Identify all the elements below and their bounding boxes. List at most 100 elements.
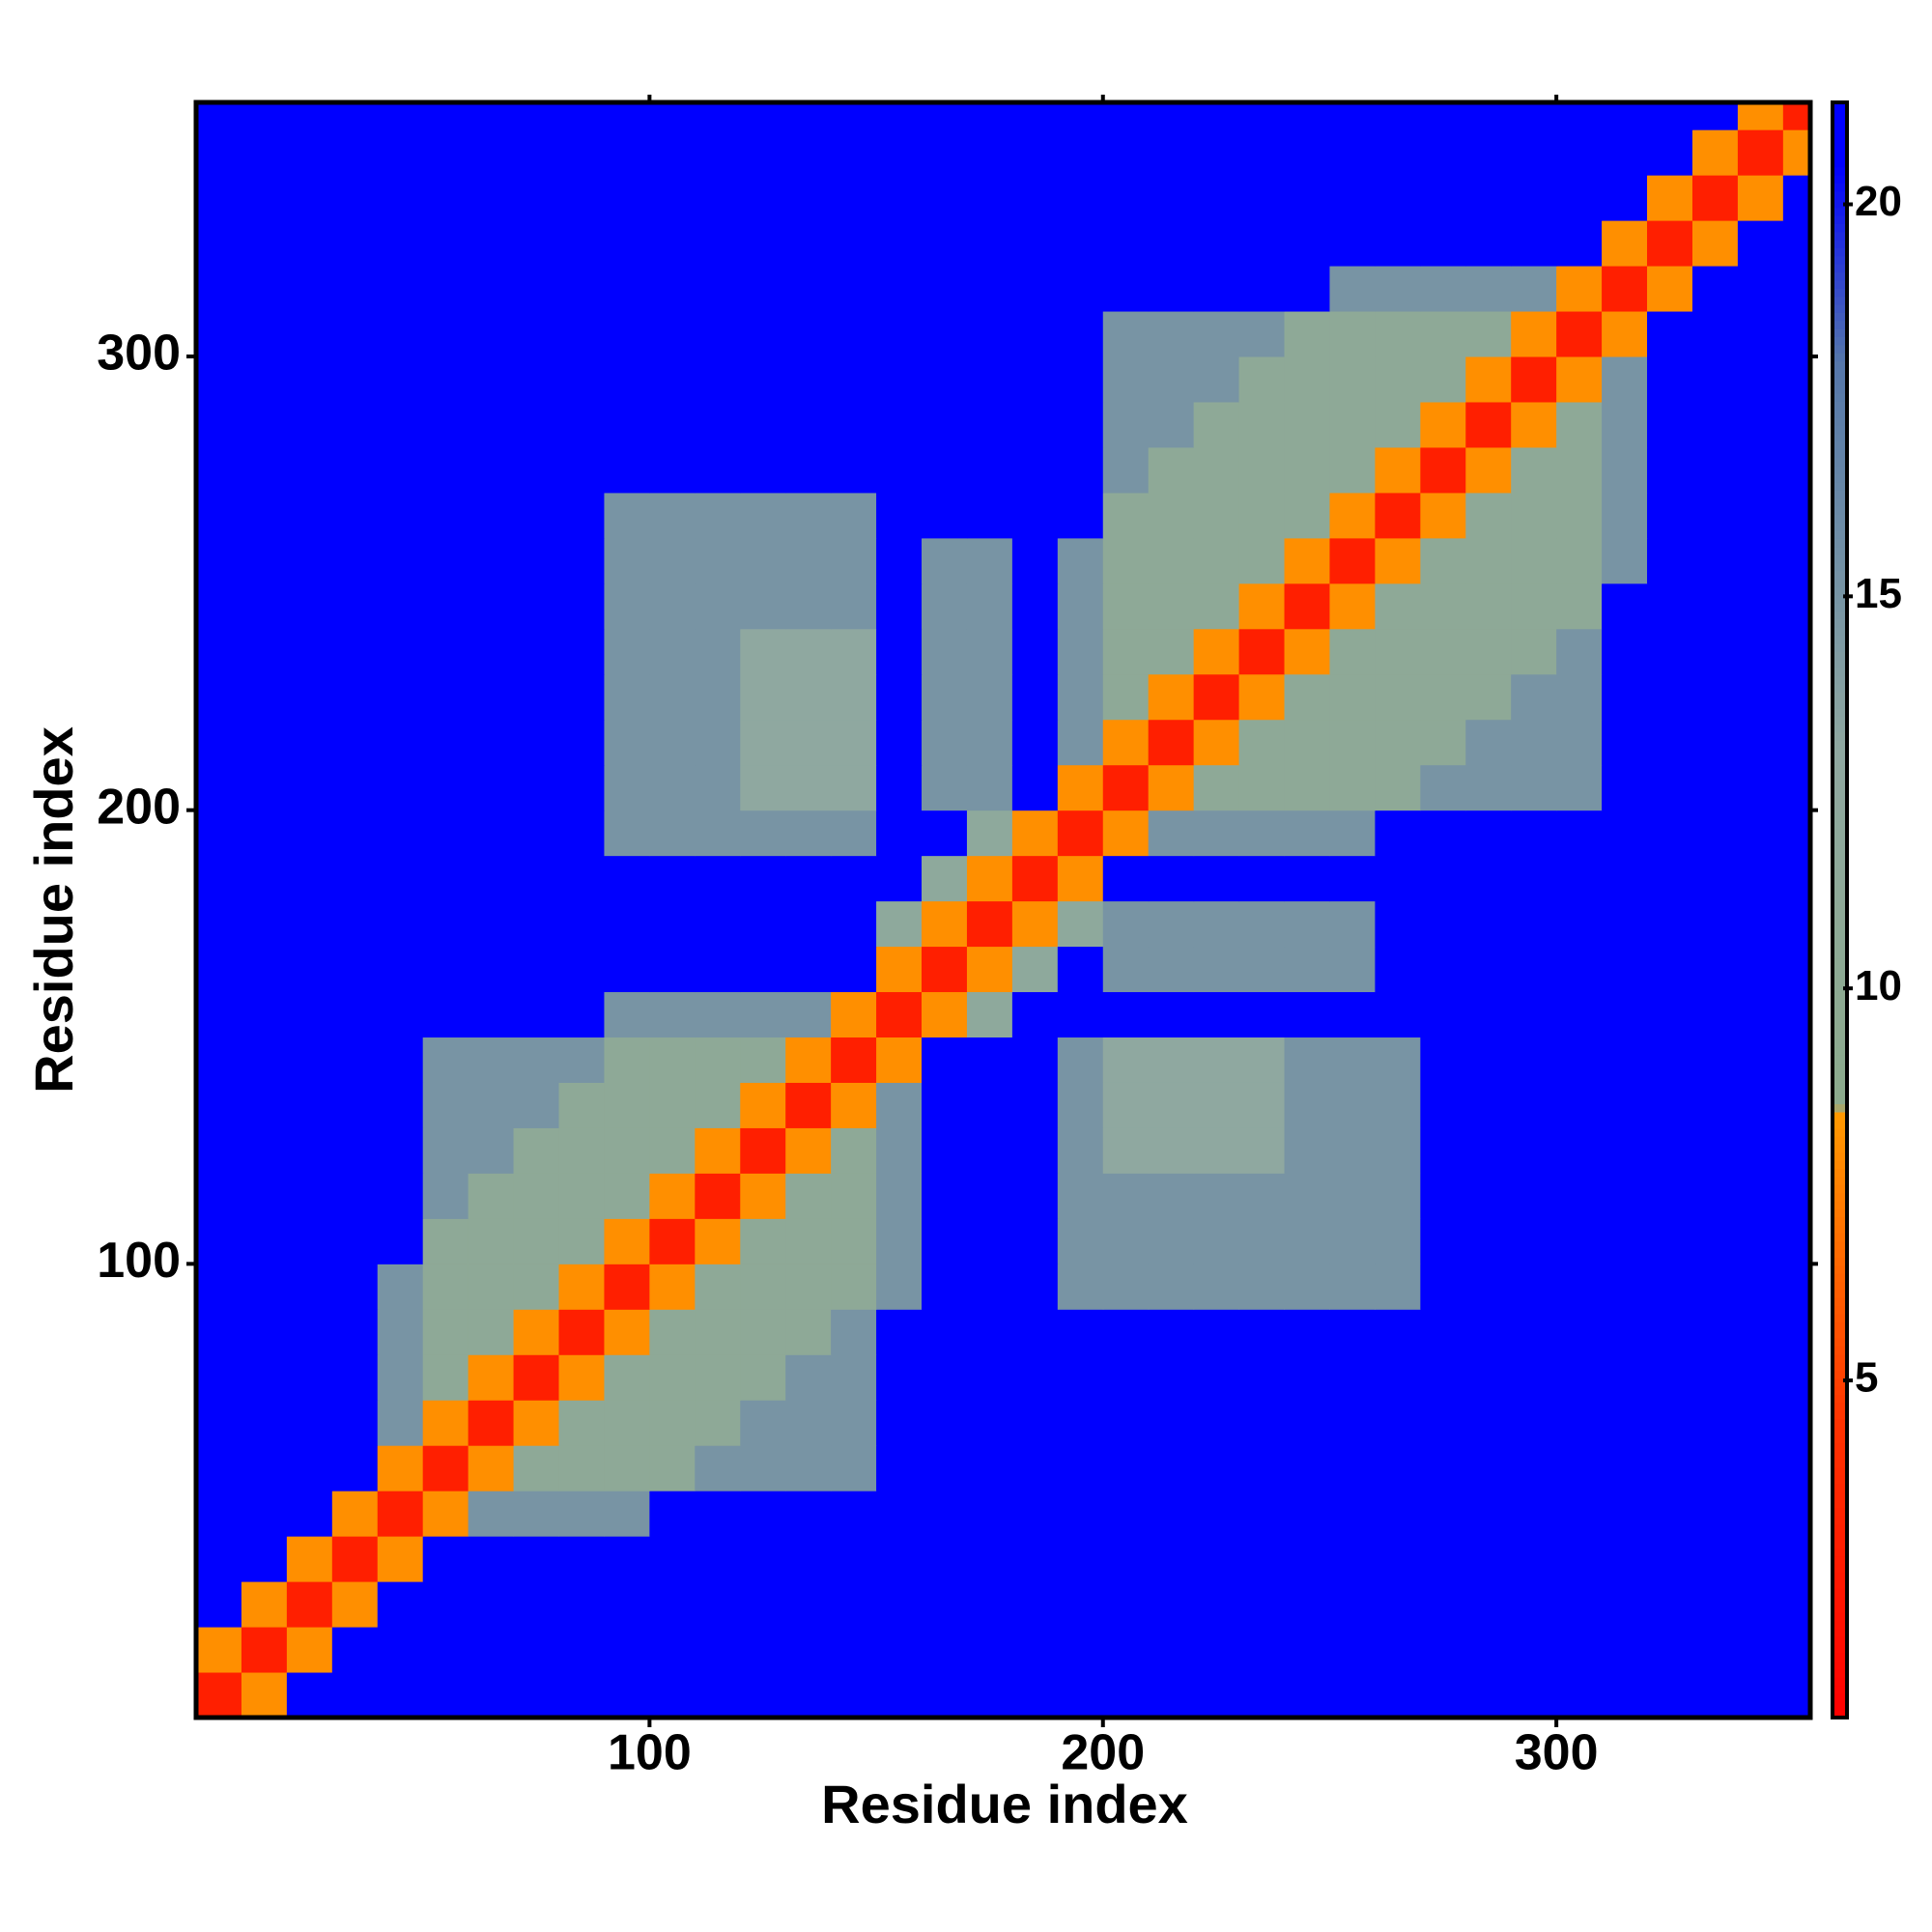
heatmap-cell xyxy=(1602,582,1648,630)
heatmap-cell xyxy=(831,175,877,221)
heatmap-cell xyxy=(785,102,832,130)
heatmap-cell xyxy=(196,582,242,630)
heatmap-cell xyxy=(1057,1581,1104,1628)
heatmap-cell xyxy=(1691,401,1739,448)
heatmap-cell xyxy=(695,1491,741,1537)
heatmap-cell xyxy=(1238,401,1286,448)
heatmap-cell xyxy=(1375,1445,1421,1492)
heatmap-cell xyxy=(1647,311,1693,357)
colorbar-segment xyxy=(1833,1257,1847,1266)
heatmap-cell xyxy=(1329,311,1376,357)
heatmap-cell xyxy=(831,537,877,584)
heatmap-cell xyxy=(831,220,877,267)
colorbar-segment xyxy=(1833,1370,1847,1379)
heatmap-cell xyxy=(1465,537,1512,584)
heatmap-cell xyxy=(1602,175,1648,221)
heatmap-cell xyxy=(649,102,696,130)
heatmap-cell xyxy=(558,628,605,675)
heatmap-cell xyxy=(1238,1082,1286,1128)
heatmap-cell xyxy=(1148,1672,1195,1719)
colorbar-segment xyxy=(1833,1353,1847,1363)
heatmap-cell xyxy=(1329,582,1376,630)
heatmap-cell xyxy=(1102,855,1150,902)
heatmap-cell xyxy=(740,129,786,176)
heatmap-cell xyxy=(1329,810,1376,857)
y-axis-title: Residue index xyxy=(23,726,84,1094)
heatmap-cell xyxy=(1691,220,1739,267)
heatmap-cell xyxy=(1011,1264,1059,1310)
heatmap-cell xyxy=(286,311,333,357)
heatmap-cell xyxy=(740,175,786,221)
colorbar-tick-label: 15 xyxy=(1855,570,1902,617)
heatmap-cell xyxy=(196,1581,242,1628)
heatmap-cell xyxy=(286,1536,333,1582)
heatmap-cell xyxy=(1284,220,1330,267)
heatmap-cell xyxy=(1193,810,1240,857)
heatmap-cell xyxy=(1691,810,1739,857)
heatmap-cell xyxy=(422,1037,469,1083)
heatmap-cell xyxy=(1057,1309,1104,1355)
heatmap-cell xyxy=(966,1536,1013,1582)
heatmap-cell xyxy=(1465,492,1512,539)
heatmap-cell xyxy=(966,1218,1013,1264)
heatmap-cell xyxy=(1737,1354,1784,1401)
heatmap-cell xyxy=(1011,628,1059,675)
heatmap-cell xyxy=(740,356,786,403)
heatmap-cell xyxy=(331,492,379,539)
heatmap-cell xyxy=(1737,719,1784,766)
heatmap-cell xyxy=(468,991,515,1038)
heatmap-cell xyxy=(1511,102,1557,130)
heatmap-cell xyxy=(1102,900,1150,948)
heatmap-cell xyxy=(286,1037,333,1083)
heatmap-cell xyxy=(1782,1264,1811,1310)
heatmap-cell xyxy=(1556,537,1603,584)
heatmap-cell xyxy=(1011,810,1059,857)
colorbar-segment xyxy=(1833,1491,1847,1500)
heatmap-cell xyxy=(604,628,650,675)
colorbar-segment xyxy=(1833,748,1847,757)
heatmap-cell xyxy=(513,900,560,948)
heatmap-cell xyxy=(1284,266,1330,312)
colorbar-segment xyxy=(1833,1548,1847,1557)
heatmap-cell xyxy=(468,1445,515,1492)
heatmap-cell xyxy=(558,1581,605,1628)
heatmap-cell xyxy=(831,1082,877,1128)
heatmap-cell xyxy=(1420,1536,1466,1582)
heatmap-cell xyxy=(377,673,424,721)
heatmap-cell xyxy=(1102,628,1150,675)
colorbar-segment xyxy=(1833,353,1847,362)
heatmap-cell xyxy=(1691,991,1739,1038)
heatmap-cell xyxy=(876,356,923,403)
heatmap-cell xyxy=(1329,1173,1376,1219)
heatmap-cell xyxy=(241,1581,288,1628)
heatmap-cell xyxy=(695,1264,741,1310)
heatmap-cell xyxy=(286,855,333,902)
heatmap-cell xyxy=(1193,1536,1240,1582)
heatmap-cell xyxy=(468,855,515,902)
heatmap-cell xyxy=(1329,492,1376,539)
heatmap-cell xyxy=(1782,1491,1811,1537)
heatmap-cell xyxy=(1193,1672,1240,1719)
heatmap-cell xyxy=(1284,102,1330,130)
heatmap-cell xyxy=(785,719,832,766)
heatmap-cell xyxy=(604,764,650,811)
heatmap-cell xyxy=(604,1400,650,1446)
heatmap-cell xyxy=(286,1491,333,1537)
heatmap-cell xyxy=(1556,719,1603,766)
heatmap-cell xyxy=(1284,991,1330,1038)
heatmap-cell xyxy=(1375,1400,1421,1446)
colorbar-segment xyxy=(1833,619,1847,628)
colorbar-segment xyxy=(1833,151,1847,160)
heatmap-cell xyxy=(1602,492,1648,539)
heatmap-cell xyxy=(1737,900,1784,948)
heatmap-cell xyxy=(922,900,968,948)
heatmap-cell xyxy=(241,102,288,130)
heatmap-cell xyxy=(604,810,650,857)
heatmap-cell xyxy=(196,446,242,494)
heatmap-cell xyxy=(286,1127,333,1174)
colorbar-segment xyxy=(1833,1200,1847,1209)
heatmap-cell xyxy=(1647,401,1693,448)
colorbar-segment xyxy=(1833,635,1847,644)
heatmap-cell xyxy=(1647,1536,1693,1582)
heatmap-cell xyxy=(966,1627,1013,1673)
